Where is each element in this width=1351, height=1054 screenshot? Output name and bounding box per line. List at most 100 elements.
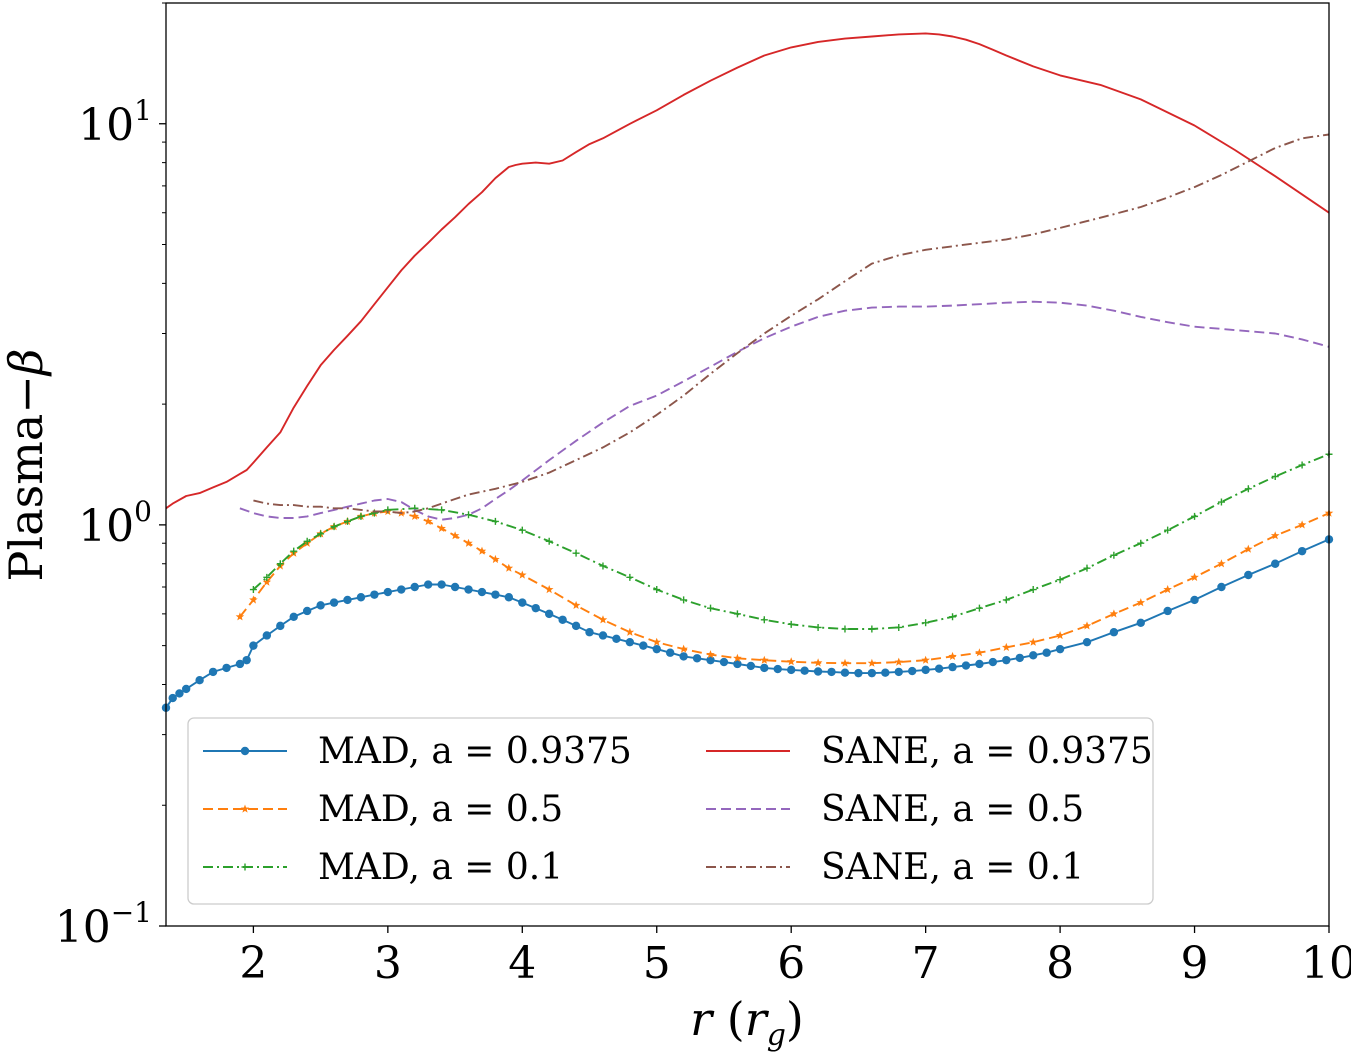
data-point xyxy=(357,512,365,520)
series-line-mad-a-0-1 xyxy=(252,453,1330,630)
data-point xyxy=(1002,596,1010,604)
data-point xyxy=(867,658,877,667)
data-point xyxy=(961,661,971,670)
data-point xyxy=(894,657,903,666)
data-point xyxy=(571,600,581,609)
legend-entry-mad-a-0-1: MAD, a = 0.1 xyxy=(203,847,563,888)
data-point xyxy=(316,601,325,610)
data-point xyxy=(921,655,930,664)
data-point xyxy=(1110,551,1118,559)
series-line-sane-a-0-1 xyxy=(253,133,1330,515)
data-point xyxy=(1055,631,1065,640)
data-point xyxy=(1109,628,1119,637)
data-point xyxy=(1055,644,1065,654)
legend: MAD, a = 0.9375 MAD, a = 0.5 MAD, a = 0.1 S… xyxy=(187,717,1154,905)
data-point xyxy=(625,637,635,647)
series-line-mad-a-0-9375 xyxy=(165,538,1330,709)
data-point xyxy=(491,554,500,564)
data-point xyxy=(235,612,245,621)
data-point xyxy=(1029,651,1038,660)
data-point xyxy=(1191,512,1199,520)
data-point xyxy=(1083,564,1091,572)
data-point xyxy=(289,612,298,621)
series-sane-a-0-1 xyxy=(253,133,1330,515)
x-axis-label: r (rg) xyxy=(690,992,804,1053)
data-point xyxy=(1163,585,1172,594)
data-point xyxy=(1271,473,1279,481)
legend-entry-sane-a-0-5: SANE, a = 0.5 xyxy=(706,789,1084,830)
data-point xyxy=(1109,609,1119,618)
data-point xyxy=(598,615,608,624)
data-point xyxy=(840,668,850,677)
data-point xyxy=(653,586,661,594)
data-point xyxy=(1028,637,1038,646)
data-point xyxy=(504,593,514,602)
legend-entry-sane-a-0-9375: SANE, a = 0.9375 xyxy=(706,731,1153,772)
data-point xyxy=(868,625,876,633)
data-point xyxy=(665,648,675,657)
x-tick-label: 4 xyxy=(508,938,536,989)
legend-marker xyxy=(241,863,249,871)
series-sane-a-0-5 xyxy=(239,300,1330,521)
data-point xyxy=(1244,570,1253,580)
data-point xyxy=(934,664,944,673)
data-point xyxy=(746,661,756,671)
data-point xyxy=(908,666,917,676)
data-point xyxy=(813,658,823,667)
data-point xyxy=(692,654,702,663)
data-point xyxy=(975,648,984,657)
y-tick-label: 101 xyxy=(78,94,152,151)
data-point xyxy=(558,615,567,624)
data-point xyxy=(949,613,957,621)
data-point xyxy=(383,587,393,597)
data-point xyxy=(639,641,648,650)
legend-label: SANE, a = 0.5 xyxy=(821,789,1084,830)
data-point xyxy=(988,657,998,667)
data-point xyxy=(175,689,184,698)
data-point xyxy=(1056,576,1064,584)
data-point xyxy=(290,547,298,555)
data-point xyxy=(1244,544,1253,553)
data-point xyxy=(181,684,191,694)
data-point xyxy=(438,506,446,514)
data-point xyxy=(437,580,446,589)
data-point xyxy=(262,631,272,640)
data-point xyxy=(222,663,231,673)
data-point xyxy=(948,651,957,660)
data-point xyxy=(1217,498,1225,506)
data-point xyxy=(760,616,768,624)
data-point xyxy=(1297,546,1307,556)
data-point xyxy=(356,593,366,602)
data-point xyxy=(679,652,688,661)
data-point xyxy=(894,667,903,677)
data-point xyxy=(545,537,553,545)
data-point xyxy=(491,590,500,599)
data-point xyxy=(491,517,499,525)
data-point xyxy=(263,573,271,581)
data-point xyxy=(168,693,177,703)
data-point xyxy=(975,659,984,669)
data-point xyxy=(1190,572,1199,581)
legend-label: SANE, a = 0.9375 xyxy=(821,731,1153,772)
data-point xyxy=(760,663,769,673)
data-point xyxy=(1297,520,1307,529)
legend-label: SANE, a = 0.1 xyxy=(821,847,1084,888)
data-point xyxy=(249,595,258,604)
data-point xyxy=(477,546,487,555)
data-point xyxy=(437,523,446,532)
data-point xyxy=(423,516,433,526)
data-point xyxy=(423,580,433,589)
data-point xyxy=(975,604,983,612)
data-point xyxy=(1082,621,1092,630)
data-point xyxy=(276,621,285,631)
data-point xyxy=(813,667,823,676)
series-mad-a-0-1 xyxy=(249,450,1333,633)
data-point xyxy=(329,598,339,607)
data-point xyxy=(626,573,634,581)
data-point xyxy=(1015,653,1024,663)
data-point xyxy=(1190,595,1199,605)
legend-box xyxy=(187,717,1154,905)
data-point xyxy=(1082,637,1092,647)
data-point xyxy=(786,657,796,666)
